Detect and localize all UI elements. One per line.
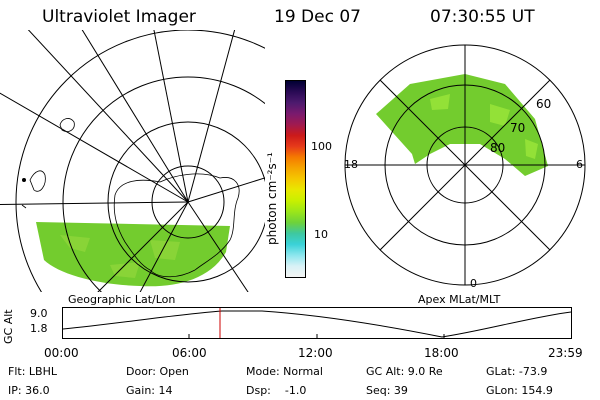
mlat-label-60: 60 — [536, 97, 551, 111]
altitude-xtick-1800: 18:00 — [424, 346, 459, 360]
altitude-plot — [62, 307, 572, 339]
info-glat: GLat: -73.9 — [486, 365, 548, 378]
mlt-lines — [345, 45, 585, 285]
colorbar-unit-label: photon cm⁻²s⁻¹ — [265, 152, 279, 245]
info-dsp: Dsp: -1.0 — [246, 384, 307, 397]
continent-coastline — [113, 173, 240, 278]
aurora-oval-texture — [430, 94, 538, 159]
mlat-label-70: 70 — [510, 121, 525, 135]
time-label: 07:30:55 UT — [430, 7, 535, 27]
altitude-ytick-9: 9.0 — [30, 307, 48, 320]
info-flt: Flt: LBHL — [8, 365, 57, 378]
altitude-ylabel: GC Alt — [2, 309, 15, 344]
island-coastline — [21, 170, 46, 209]
altitude-xtick-0600: 06:00 — [172, 346, 207, 360]
info-mode: Mode: Normal — [246, 365, 323, 378]
date-label: 19 Dec 07 — [274, 7, 361, 27]
mlat-label-80: 80 — [490, 141, 505, 155]
altitude-curve — [62, 310, 572, 338]
colorbar-gradient — [285, 80, 306, 278]
altitude-xtick-1200: 12:00 — [298, 346, 333, 360]
info-gc-alt: GC Alt: 9.0 Re — [366, 365, 443, 378]
altitude-ytick-1-8: 1.8 — [30, 322, 48, 335]
info-ip: IP: 36.0 — [8, 384, 50, 397]
altitude-xtick-2359: 23:59 — [548, 346, 583, 360]
info-glon: GLon: 154.9 — [486, 384, 553, 397]
geographic-map-content — [0, 30, 265, 292]
polar-mlt-map: 12 18 6 0 60 70 80 — [344, 44, 586, 290]
island-dot — [22, 178, 26, 182]
altitude-xtick-0000: 00:00 — [44, 346, 79, 360]
latitude-circles — [15, 30, 265, 292]
geographic-caption: Geographic Lat/Lon — [68, 293, 176, 306]
info-door: Door: Open — [126, 365, 189, 378]
info-gain: Gain: 14 — [126, 384, 173, 397]
small-island — [59, 118, 75, 132]
mlt-label-18: 18 — [344, 158, 358, 171]
mlt-label-12: 12 — [458, 44, 472, 45]
altitude-plot-frame — [62, 307, 572, 339]
info-seq: Seq: 39 — [366, 384, 408, 397]
instrument-title: Ultraviolet Imager — [42, 7, 196, 27]
mlt-label-0: 0 — [470, 277, 477, 290]
colorbar-tick-10: 10 — [314, 228, 328, 241]
mlt-label-6: 6 — [576, 158, 583, 171]
longitude-lines — [0, 30, 265, 292]
colorbar — [285, 80, 306, 278]
geographic-map — [0, 30, 265, 292]
apex-caption: Apex MLat/MLT — [418, 293, 501, 306]
colorbar-tick-100: 100 — [311, 140, 332, 153]
altitude-xticks-marks — [188, 334, 445, 338]
